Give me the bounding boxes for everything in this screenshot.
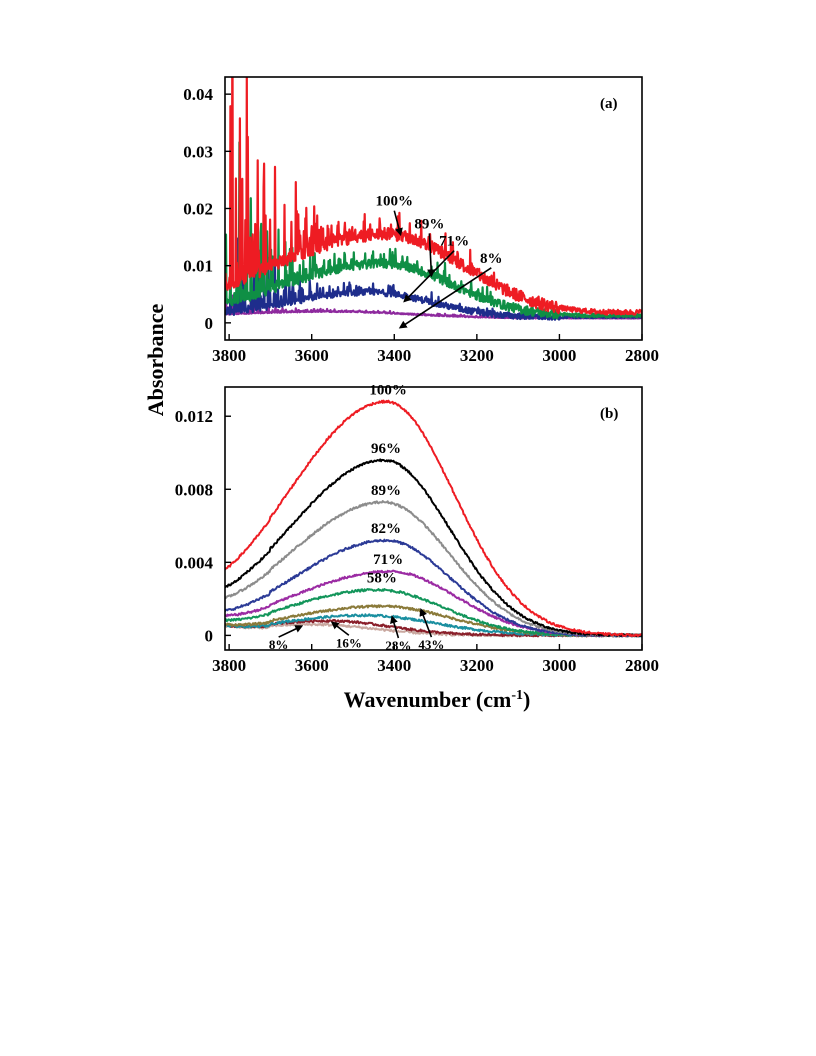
y-tick-label: 0 <box>205 626 214 645</box>
panel-a-label: (a) <box>600 96 618 112</box>
annotation-arrow <box>330 621 350 636</box>
annotation-label: 8% <box>480 251 503 267</box>
y-tick-label: 0 <box>205 314 214 333</box>
y-tick-label: 0.03 <box>183 142 213 161</box>
annotation-arrow <box>403 250 455 303</box>
annotation-label: 8% <box>269 637 289 652</box>
annotation-label: 89% <box>414 217 444 233</box>
x-tick-label: 2800 <box>625 656 659 675</box>
annotation-arrow <box>390 615 400 639</box>
plot-frame <box>224 386 643 651</box>
x-axis-title-tail: ) <box>523 687 530 712</box>
annotation-label: 100% <box>369 382 407 398</box>
y-tick-label: 0.004 <box>175 553 214 572</box>
annotation-label: 96% <box>371 441 401 457</box>
x-tick-label: 2800 <box>625 346 659 365</box>
panel-b-label: (b) <box>600 406 618 422</box>
x-tick-label: 3400 <box>377 656 411 675</box>
panel-a: 3800 3600 3400 3200 3000 2800 0 0.01 0.02 0.03 0.0… <box>183 76 659 365</box>
x-tick-label: 3400 <box>377 346 411 365</box>
x-tick-label: 3000 <box>542 346 576 365</box>
annotation-arrow <box>393 210 403 237</box>
y-tick-label: 0.01 <box>183 257 213 276</box>
series-line-8pct <box>225 294 642 320</box>
x-tick-label: 3200 <box>460 656 494 675</box>
annotation-arrow <box>427 233 436 278</box>
series-line-100pct <box>225 77 642 316</box>
annotation-label: 16% <box>336 635 362 650</box>
annotation-arrow <box>419 607 433 638</box>
series-line-82pct <box>225 538 642 638</box>
x-tick-label: 3600 <box>295 656 329 675</box>
series-line-100pct <box>225 399 642 638</box>
annotation-arrow <box>278 625 304 638</box>
panel-b: 3800 3600 3400 3200 3000 2800 0 0.004 0.008 0.012… <box>175 382 659 675</box>
x-tick-label: 3000 <box>542 656 576 675</box>
x-tick-label: 3200 <box>460 346 494 365</box>
panel-b-axes: 3800 3600 3400 3200 3000 2800 0 0.004 0.008 0.012… <box>175 382 659 675</box>
y-tick-label: 0.04 <box>183 85 213 104</box>
annotation-label: 71% <box>439 234 469 250</box>
x-tick-label: 3600 <box>295 346 329 365</box>
x-tick-label: 3800 <box>212 656 246 675</box>
annotation-label: 43% <box>418 637 444 652</box>
annotation-label: 100% <box>376 194 414 210</box>
x-axis-title-main: Wavenumber (cm <box>344 687 512 712</box>
x-axis-title: Wavenumber (cm-1) <box>344 687 531 712</box>
panel-b-plot-area <box>225 399 642 638</box>
x-tick-label: 3800 <box>212 346 246 365</box>
y-tick-label: 0.008 <box>175 480 213 499</box>
annotation-label: 71% <box>373 552 403 568</box>
annotation-label: 28% <box>385 638 411 653</box>
series-line-89pct <box>225 500 642 638</box>
annotation-arrow <box>398 267 492 329</box>
y-axis-title: Absorbance <box>143 304 168 417</box>
y-tick-label: 0.02 <box>183 200 213 219</box>
annotation-label: 89% <box>371 483 401 499</box>
series-line-96pct <box>225 458 642 638</box>
y-tick-label: 0.012 <box>175 407 213 426</box>
panel-a-axes: 3800 3600 3400 3200 3000 2800 0 0.01 0.02 0.03 0.0… <box>183 76 659 365</box>
annotation-label: 82% <box>371 521 401 537</box>
x-axis-title-sup: -1 <box>511 688 523 703</box>
annotation-label: 58% <box>367 570 397 586</box>
